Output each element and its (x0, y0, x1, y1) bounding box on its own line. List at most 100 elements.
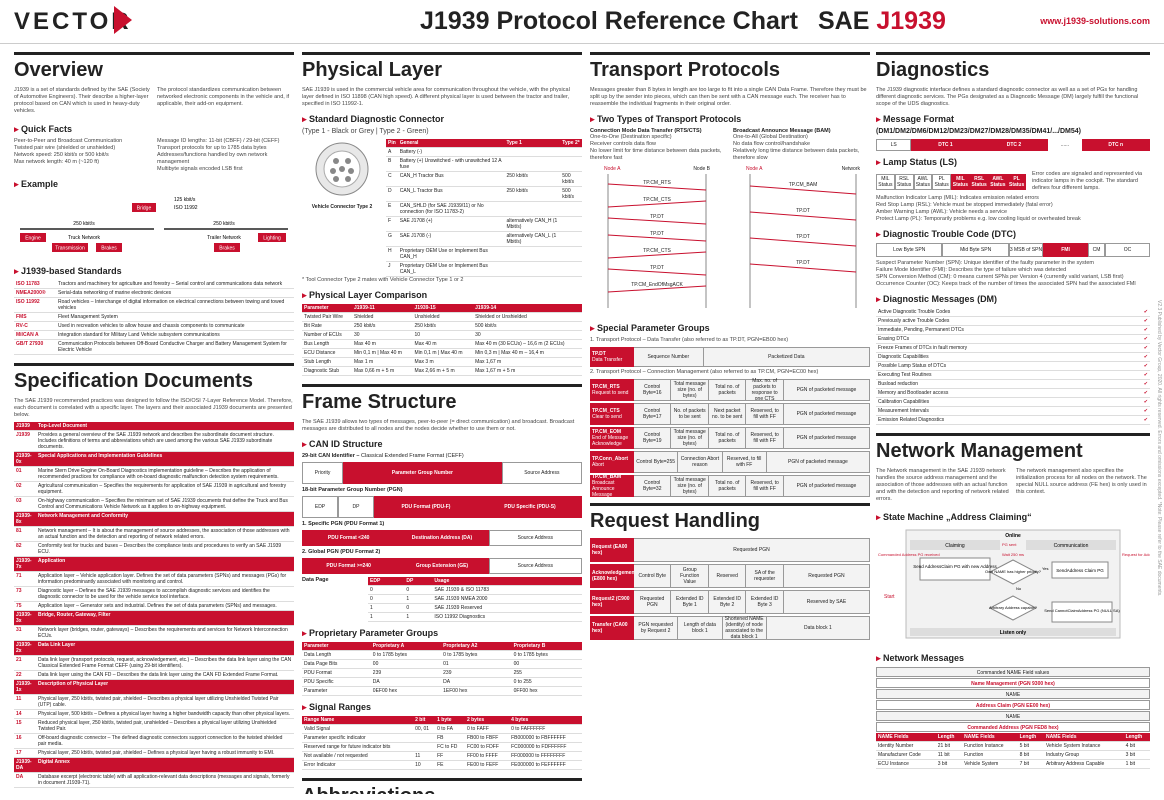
facts-right-list: Message ID lengths: 11-bit (CBFF) / 29-b… (157, 138, 294, 173)
frame-sub: Abort (592, 462, 604, 468)
table-header-cell: J1939-11 (351, 304, 413, 313)
side-note: V2.3 Published by Vector Group, 2020. Al… (1156, 300, 1162, 597)
frame-label: TP.DT Data Transfer (590, 347, 634, 367)
table-cell: FF000000 to FFFFFFFF (509, 751, 582, 761)
table-cell: alternatively CAN_H (1 Mbit/s) (504, 216, 561, 232)
vector-logo: VECTOR (14, 8, 132, 35)
dm-table: Active Diagnostic Trouble Codes ✔ Previous… (876, 308, 1150, 425)
tp-cm-frames: TP.CM_RTS Request to send Control Byte=16 T… (590, 378, 870, 498)
list-item: SPN Conversion Method (CM): 0 means curr… (876, 274, 1124, 280)
pdu2-fields: PDU Format >=240 Group Extension (GE) So… (302, 558, 582, 574)
frame-name: Acknowledgement (E800 hex) (592, 570, 637, 582)
table-row: GB/T 27930 Communication Protocols betwee… (14, 339, 294, 355)
table-cell: Arbitrary Address Capable (1043, 759, 1124, 769)
table-cell: 0 (404, 585, 433, 595)
doc-desc: Data link layer using the CAN FD – Descr… (36, 670, 294, 680)
table-cell: Min 0,3 m | Max 40 m – 16,4 m (473, 348, 582, 358)
dm-row-label: Freeze Frames of DTCs in fault memory (876, 343, 1128, 353)
table-cell: 3 bit (1123, 750, 1150, 760)
table-cell (560, 231, 582, 247)
list-item: One-to-One (Destination specific) (590, 134, 672, 140)
table-cell: 10 (413, 760, 436, 770)
table-cell (413, 733, 436, 743)
dm-check: ✔ (1127, 316, 1150, 326)
list-item: Multibyte signals encoded LSB first (157, 166, 243, 172)
group-id: J1939-8x (14, 511, 36, 527)
network-message-rows: Commanded NAME Field values Name Manageme… (876, 667, 1150, 732)
group-row: J1939-0x Special Applications and Impleme… (14, 451, 294, 467)
dtc1-field: DTC 1 (911, 139, 980, 151)
table-row: 0 1 SAE J1939 NMEA 2000 (368, 594, 582, 604)
sm-yes: Yes (1042, 566, 1049, 571)
spec-title: Specification Documents (14, 363, 294, 393)
table-cell: 0 to FAFF (464, 724, 510, 734)
table-header-cell: 2 bytes (464, 716, 510, 725)
frame-cell: PGN of packeted message (783, 475, 870, 497)
cmdt-list: One-to-One (Destination specific) Receiv… (590, 134, 727, 162)
seq-bam-message: TP.DT (796, 260, 810, 266)
website-link[interactable]: www.j1939-solutions.com (1040, 16, 1150, 26)
frame-label: TP.Conn_Abort Abort (590, 451, 634, 473)
seq-bam-arrow (749, 185, 857, 195)
table-cell: FE00 to FEFF (464, 760, 510, 770)
group-row: J1939 Top-Level Document (14, 422, 294, 431)
group-row: J1939-2x Data Link Layer (14, 640, 294, 656)
msg-format-fields: LS DTC 1 DTC 2 ...... DTC n (876, 139, 1150, 151)
table-cell: Min 0,1 m | Max 40 m (351, 348, 413, 358)
table-header-cell: DP (404, 577, 433, 586)
table-cell: Max 0,66 m + 5 m (351, 366, 413, 376)
table-row: Freeze Frames of DTCs in fault memory ✔ (876, 343, 1150, 353)
spg2-text: 2. Transport Protocol – Connection Manag… (590, 369, 819, 375)
dm-row-label: Memory and Bootloader access (876, 388, 1128, 398)
standard-name: GB/T 27930 (14, 339, 56, 355)
table-cell: Function Instance (962, 741, 1018, 751)
frame-p1: The SAE J1939 allows two types of messag… (302, 419, 575, 432)
frame-row: Transfer (CA00 hex) PGN requested by Requ… (590, 616, 870, 640)
sae-label: SAE (818, 7, 870, 35)
table-row: Emission Related Diagnostics ✔ (876, 415, 1150, 425)
seq-message: TP.CM_CTS (643, 248, 671, 254)
table-cell: Battery (-) (397, 147, 505, 157)
frame-name: Request (EA00 hex) (592, 544, 628, 556)
doc-number: 82 (14, 541, 36, 557)
table-cell: Max 40 m (30 ECUs) – 16,6 m (2 ECUs) (473, 339, 582, 349)
msg-format-subtitle: (DM1/DM2/DM6/DM12/DM23/DM27/DM28/DM35/DM… (876, 128, 1081, 135)
seq-arrow (607, 200, 707, 208)
pdu2-sa: Source Address (488, 558, 582, 574)
table-cell: 1 (368, 612, 405, 622)
group-id: J1939-3x (14, 610, 36, 626)
dtc-fields: Low Byte SPN Mid Byte SPN 3 MSB of SPN F… (876, 243, 1150, 257)
column-1: Overview J1939 is a set of standards def… (14, 52, 294, 794)
table-header-cell: NAME Fields (876, 733, 936, 742)
request-title: Request Handling (590, 503, 870, 533)
frame-row: Request2 (C900 hex) Requested PGN Extended… (590, 590, 870, 614)
table-cell: 11 bit (935, 750, 963, 760)
pdu1-da: Destination Address (DA) (395, 530, 489, 546)
facts-left-list: Peer-to-Peer and Broadcast Communication… (14, 138, 151, 173)
communication-state (1026, 540, 1116, 550)
transport-types-title: Two Types of Transport Protocols (590, 114, 870, 125)
group-row: J1939-1x Description of Physical Layer (14, 679, 294, 695)
doc-number: 17 (14, 748, 36, 758)
seq-arrow (607, 183, 707, 191)
table-row: D CAN_L Tractor Bus 250 kbit/s 500 kbit/s (386, 186, 582, 202)
ppg-title: Proprietary Parameter Groups (302, 628, 582, 639)
lighting-box (258, 233, 286, 242)
doc-desc: Provides a general overview of the SAE J… (36, 430, 294, 452)
frame-cell: PGN of packeted message (766, 451, 870, 473)
overview-intro: J1939 is a set of standards defined by t… (14, 87, 294, 118)
pgn18-fields: EDP DP PDU Format (PDU-F) PDU Specific (… (302, 496, 582, 518)
send-claim-state (919, 557, 991, 581)
frame-cell: Total no. of packets (708, 427, 747, 449)
table-header-cell: Parameter (302, 642, 371, 651)
seq-message: TP.CM_CTS (643, 197, 671, 203)
frame-sub: End of Message Acknowledge (592, 435, 629, 447)
priority-decision (988, 559, 1038, 585)
can-id-title: CAN ID Structure (302, 439, 582, 450)
table-cell: FC to FD (435, 742, 465, 752)
connector-pin-table: Pin General Type 1 Type 2* A Battery (-) B Batt… (386, 139, 582, 277)
quick-facts-title: Quick Facts (14, 124, 294, 135)
table-row: Diagnostic Capabilities ✔ (876, 352, 1150, 362)
table-header-cell: Type 1 (504, 139, 561, 148)
table-row: Active Diagnostic Trouble Codes ✔ (876, 308, 1150, 317)
